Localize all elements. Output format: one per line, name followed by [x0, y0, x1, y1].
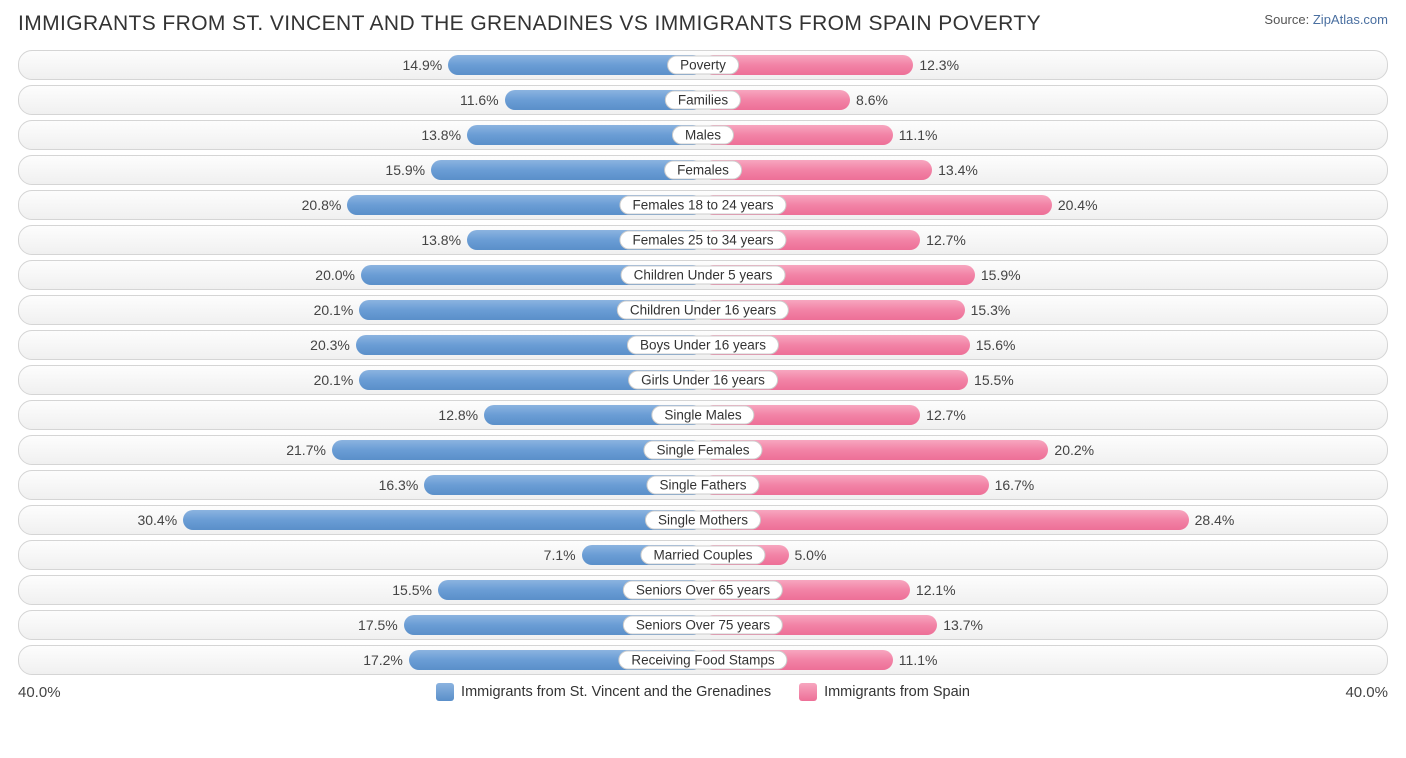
bar-left — [448, 55, 703, 75]
value-right: 11.1% — [893, 646, 938, 674]
value-right: 5.0% — [789, 541, 827, 569]
chart-row: 11.6% 8.6% Families — [18, 85, 1388, 115]
header: IMMIGRANTS FROM ST. VINCENT AND THE GREN… — [18, 12, 1388, 36]
legend-item-right: Immigrants from Spain — [799, 683, 970, 701]
value-left: 21.7% — [286, 436, 332, 464]
category-label: Single Mothers — [645, 511, 761, 530]
value-right: 13.4% — [932, 156, 978, 184]
value-left: 20.8% — [302, 191, 348, 219]
bar-left — [431, 160, 703, 180]
value-left: 14.9% — [403, 51, 449, 79]
value-right: 28.4% — [1189, 506, 1235, 534]
chart-footer: 40.0% Immigrants from St. Vincent and th… — [18, 683, 1388, 701]
value-right: 12.1% — [910, 576, 956, 604]
value-left: 15.5% — [392, 576, 438, 604]
value-left: 30.4% — [137, 506, 183, 534]
chart-row: 21.7% 20.2% Single Females — [18, 435, 1388, 465]
category-label: Seniors Over 75 years — [623, 616, 783, 635]
category-label: Poverty — [667, 56, 739, 75]
category-label: Single Fathers — [646, 476, 759, 495]
value-left: 13.8% — [421, 226, 467, 254]
value-left: 20.0% — [315, 261, 361, 289]
legend-swatch-icon — [799, 683, 817, 701]
value-left: 7.1% — [544, 541, 582, 569]
category-label: Females — [664, 161, 742, 180]
chart-row: 16.3% 16.7% Single Fathers — [18, 470, 1388, 500]
value-left: 15.9% — [385, 156, 431, 184]
value-left: 12.8% — [438, 401, 484, 429]
category-label: Married Couples — [640, 546, 765, 565]
chart-row: 20.8% 20.4% Females 18 to 24 years — [18, 190, 1388, 220]
value-right: 15.6% — [970, 331, 1016, 359]
value-right: 11.1% — [893, 121, 938, 149]
category-label: Children Under 5 years — [621, 266, 786, 285]
category-label: Single Females — [643, 441, 762, 460]
source-label: Source: — [1264, 12, 1309, 27]
value-right: 13.7% — [937, 611, 983, 639]
bar-left — [183, 510, 703, 530]
value-right: 20.2% — [1048, 436, 1094, 464]
bar-right — [703, 510, 1189, 530]
chart-row: 20.1% 15.5% Girls Under 16 years — [18, 365, 1388, 395]
category-label: Males — [672, 126, 734, 145]
chart-title: IMMIGRANTS FROM ST. VINCENT AND THE GREN… — [18, 12, 1041, 36]
chart-row: 7.1% 5.0% Married Couples — [18, 540, 1388, 570]
legend-swatch-icon — [436, 683, 454, 701]
value-right: 12.3% — [913, 51, 959, 79]
diverging-bar-chart: 14.9%12.3%Poverty11.6%8.6%Families13.8%1… — [18, 50, 1388, 675]
value-right: 16.7% — [989, 471, 1035, 499]
value-left: 13.8% — [421, 121, 467, 149]
source-credit: Source: ZipAtlas.com — [1264, 12, 1388, 27]
value-right: 12.7% — [920, 226, 966, 254]
value-right: 15.9% — [975, 261, 1021, 289]
chart-row: 20.0% 15.9% Children Under 5 years — [18, 260, 1388, 290]
category-label: Receiving Food Stamps — [618, 651, 787, 670]
category-label: Boys Under 16 years — [627, 336, 779, 355]
chart-row: 20.1% 15.3% Children Under 16 years — [18, 295, 1388, 325]
category-label: Families — [665, 91, 741, 110]
value-right: 12.7% — [920, 401, 966, 429]
axis-max-left: 40.0% — [18, 684, 61, 701]
value-left: 20.3% — [310, 331, 356, 359]
chart-row: 13.8% 12.7% Females 25 to 34 years — [18, 225, 1388, 255]
value-right: 15.5% — [968, 366, 1014, 394]
axis-max-right: 40.0% — [1345, 684, 1388, 701]
chart-row: 17.2% 11.1% Receiving Food Stamps — [18, 645, 1388, 675]
chart-row: 17.5% 13.7% Seniors Over 75 years — [18, 610, 1388, 640]
value-left: 16.3% — [379, 471, 425, 499]
category-label: Females 18 to 24 years — [619, 196, 786, 215]
category-label: Females 25 to 34 years — [619, 231, 786, 250]
bar-left — [467, 125, 703, 145]
value-left: 17.2% — [363, 646, 409, 674]
value-right: 15.3% — [965, 296, 1011, 324]
category-label: Girls Under 16 years — [628, 371, 778, 390]
value-left: 20.1% — [314, 366, 360, 394]
category-label: Children Under 16 years — [617, 301, 789, 320]
chart-row: 14.9% 12.3% Poverty — [18, 50, 1388, 80]
legend: Immigrants from St. Vincent and the Gren… — [436, 683, 970, 701]
value-left: 11.6% — [460, 86, 505, 114]
value-right: 20.4% — [1052, 191, 1098, 219]
chart-row: 13.8% 11.1% Males — [18, 120, 1388, 150]
category-label: Single Males — [651, 406, 754, 425]
chart-row: 15.9% 13.4% Females — [18, 155, 1388, 185]
category-label: Seniors Over 65 years — [623, 581, 783, 600]
chart-row: 20.3% 15.6% Boys Under 16 years — [18, 330, 1388, 360]
value-right: 8.6% — [850, 86, 888, 114]
chart-row: 15.5% 12.1% Seniors Over 65 years — [18, 575, 1388, 605]
value-left: 17.5% — [358, 611, 404, 639]
source-link[interactable]: ZipAtlas.com — [1313, 12, 1388, 27]
legend-item-left: Immigrants from St. Vincent and the Gren… — [436, 683, 771, 701]
legend-label-left: Immigrants from St. Vincent and the Gren… — [461, 684, 771, 700]
chart-row: 12.8% 12.7% Single Males — [18, 400, 1388, 430]
value-left: 20.1% — [314, 296, 360, 324]
legend-label-right: Immigrants from Spain — [824, 684, 970, 700]
chart-row: 30.4% 28.4% Single Mothers — [18, 505, 1388, 535]
